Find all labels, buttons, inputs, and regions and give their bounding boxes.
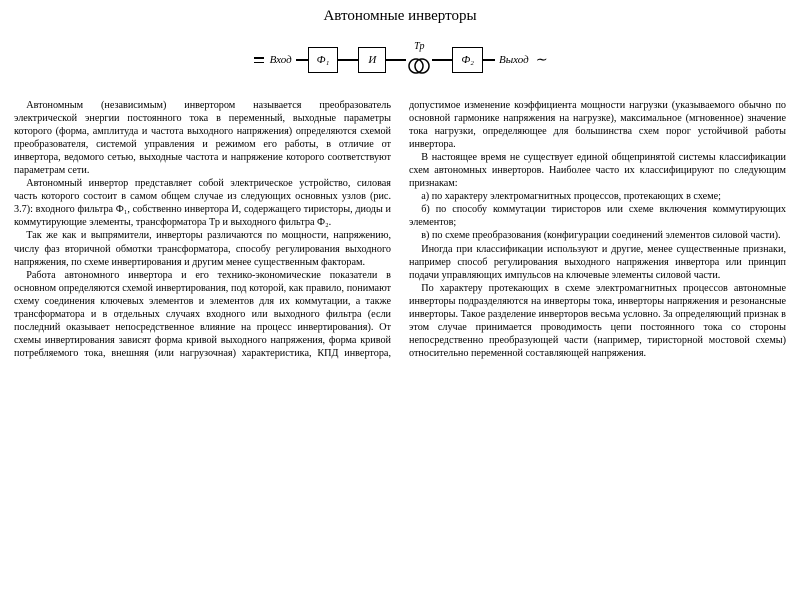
wire xyxy=(432,59,452,61)
dc-symbol xyxy=(254,57,264,63)
inverter-box: И xyxy=(358,47,386,73)
filter1-box: Ф₁ xyxy=(308,47,339,73)
output-label: Выход xyxy=(499,54,529,66)
ac-symbol: ∼ xyxy=(535,52,547,69)
wire xyxy=(338,59,358,61)
paragraph: По характеру протекающих в схеме электро… xyxy=(409,282,786,360)
wire xyxy=(483,59,495,61)
paragraph: в) по схеме преобразования (конфигурации… xyxy=(409,229,786,242)
block-diagram: Вход Ф₁ И Тр Ф₂ Выход ∼ xyxy=(14,31,786,89)
filter2-box: Ф₂ xyxy=(452,47,483,73)
page-title: Автономные инверторы xyxy=(14,8,786,25)
wire xyxy=(296,59,308,61)
wire xyxy=(386,59,406,61)
paragraph: Автономный инвертор представляет собой э… xyxy=(14,177,391,229)
paragraph: Так же как и выпрямители, инверторы разл… xyxy=(14,229,391,268)
paragraph: а) по характеру электромагнитных процесс… xyxy=(409,190,786,203)
paragraph: Иногда при классификации используют и др… xyxy=(409,243,786,282)
transformer-icon xyxy=(406,53,432,79)
paragraph: Автономным (независимым) инвертором назы… xyxy=(14,99,391,177)
paragraph: б) по способу коммутации тиристоров или … xyxy=(409,203,786,229)
transformer: Тр xyxy=(406,41,432,79)
paragraph: В настоящее время не существует единой о… xyxy=(409,151,786,190)
body-text: Автономным (независимым) инвертором назы… xyxy=(14,99,786,360)
transformer-label: Тр xyxy=(414,41,424,52)
input-label: Вход xyxy=(270,54,292,66)
